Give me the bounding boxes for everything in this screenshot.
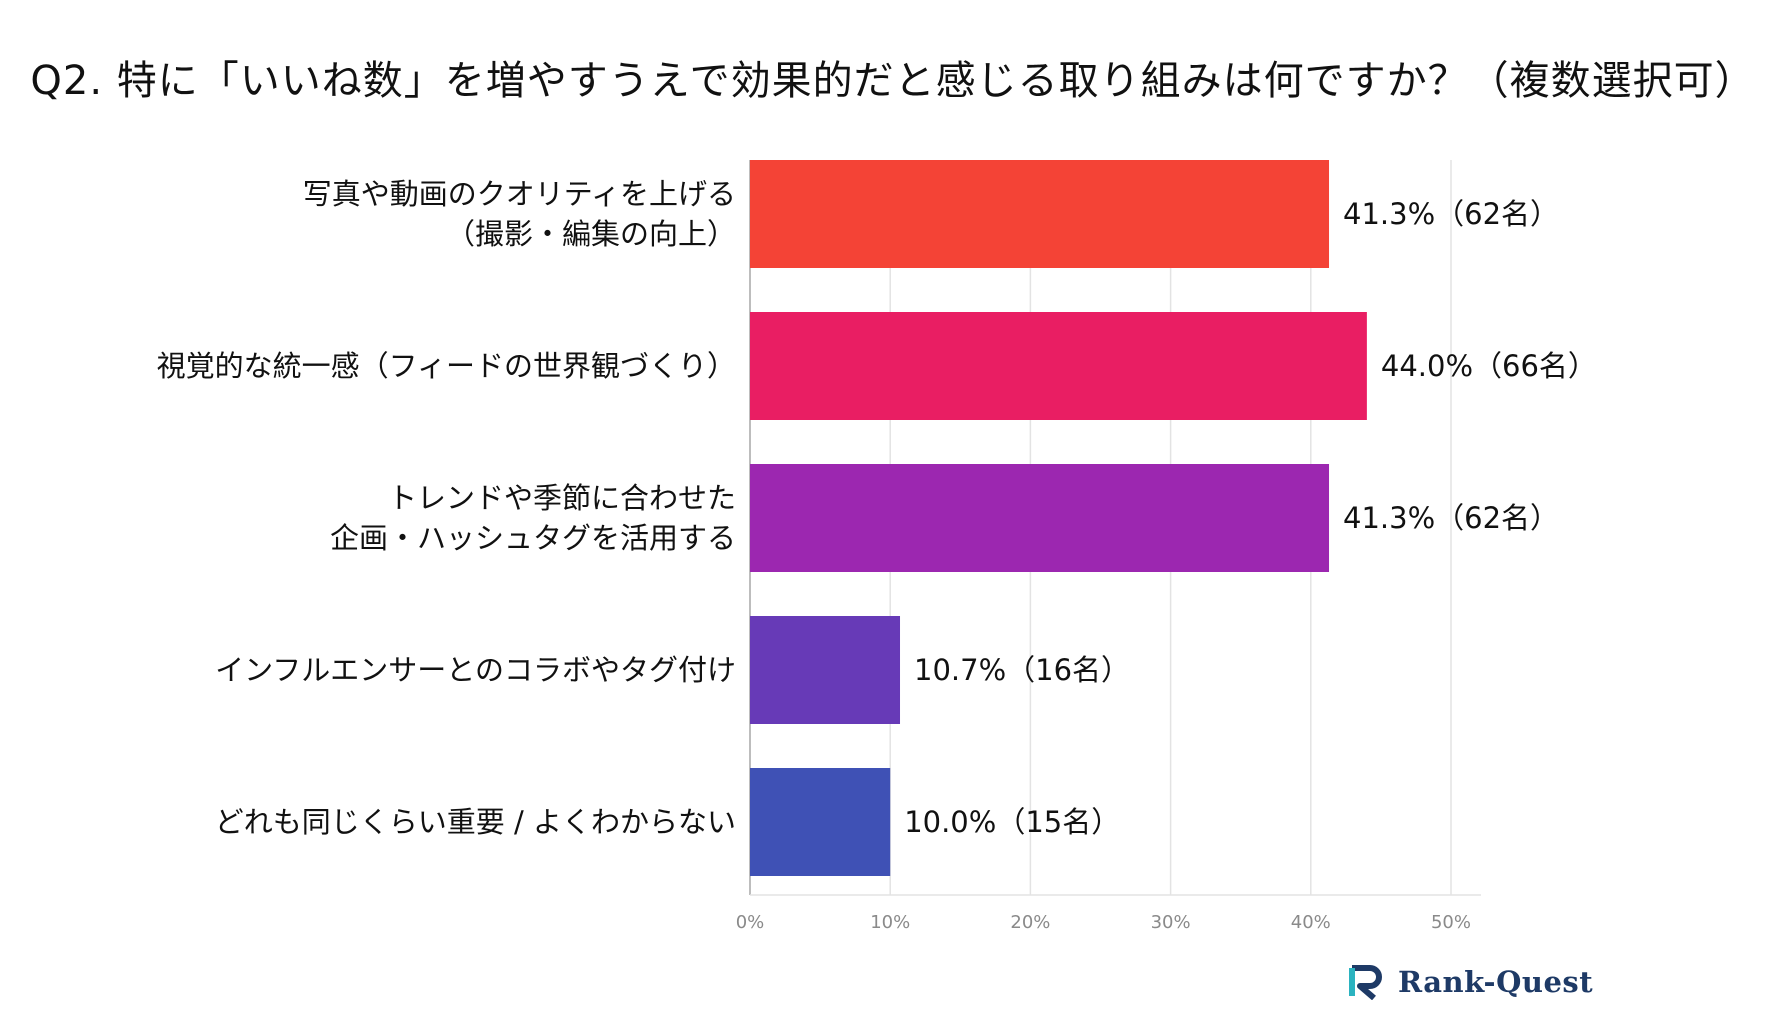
bar bbox=[750, 768, 891, 876]
category-labels: 写真や動画のクオリティを上げる （撮影・編集の向上） 視覚的な統一感（フィードの世界… bbox=[157, 177, 736, 839]
logo-text: Rank-Quest bbox=[1398, 965, 1594, 999]
category-label: （撮影・編集の向上） bbox=[446, 217, 736, 251]
category-label: 写真や動画のクオリティを上げる bbox=[303, 177, 736, 211]
category-label: インフルエンサーとのコラボやタグ付け bbox=[215, 653, 736, 687]
bar bbox=[750, 464, 1330, 572]
chart-title: Q2. 特に「いいね数」を増やすうえで効果的だと感じる取り組みは何ですか？（複数… bbox=[30, 58, 1756, 104]
data-label: 10.7%（16名） bbox=[914, 653, 1130, 687]
data-labels: 41.3%（62名） 44.0%（66名） 41.3%（62名） 10.7%（16名）… bbox=[904, 197, 1597, 839]
bar bbox=[750, 160, 1330, 268]
rank-quest-logo-icon bbox=[1349, 965, 1382, 1000]
x-axis: 0% 10% 20% 30% 40% 50% bbox=[736, 160, 1481, 933]
bars bbox=[750, 160, 1367, 876]
x-tick-label: 50% bbox=[1431, 912, 1471, 933]
category-label: 視覚的な統一感（フィードの世界観づくり） bbox=[157, 349, 736, 383]
data-label: 41.3%（62名） bbox=[1343, 501, 1559, 535]
x-tick-label: 30% bbox=[1151, 912, 1191, 933]
category-label: 企画・ハッシュタグを活用する bbox=[330, 521, 736, 555]
x-tick-label: 10% bbox=[870, 912, 910, 933]
x-tick-label: 0% bbox=[736, 912, 765, 933]
bar bbox=[750, 616, 901, 724]
category-label: どれも同じくらい重要 / よくわからない bbox=[215, 805, 736, 839]
x-tick-label: 40% bbox=[1291, 912, 1331, 933]
bar bbox=[750, 312, 1367, 420]
category-label: トレンドや季節に合わせた bbox=[388, 481, 736, 515]
data-label: 10.0%（15名） bbox=[904, 805, 1120, 839]
data-label: 41.3%（62名） bbox=[1343, 197, 1559, 231]
data-label: 44.0%（66名） bbox=[1381, 349, 1597, 383]
x-tick-label: 20% bbox=[1010, 912, 1050, 933]
rank-quest-logo: Rank-Quest bbox=[1348, 962, 1593, 1002]
